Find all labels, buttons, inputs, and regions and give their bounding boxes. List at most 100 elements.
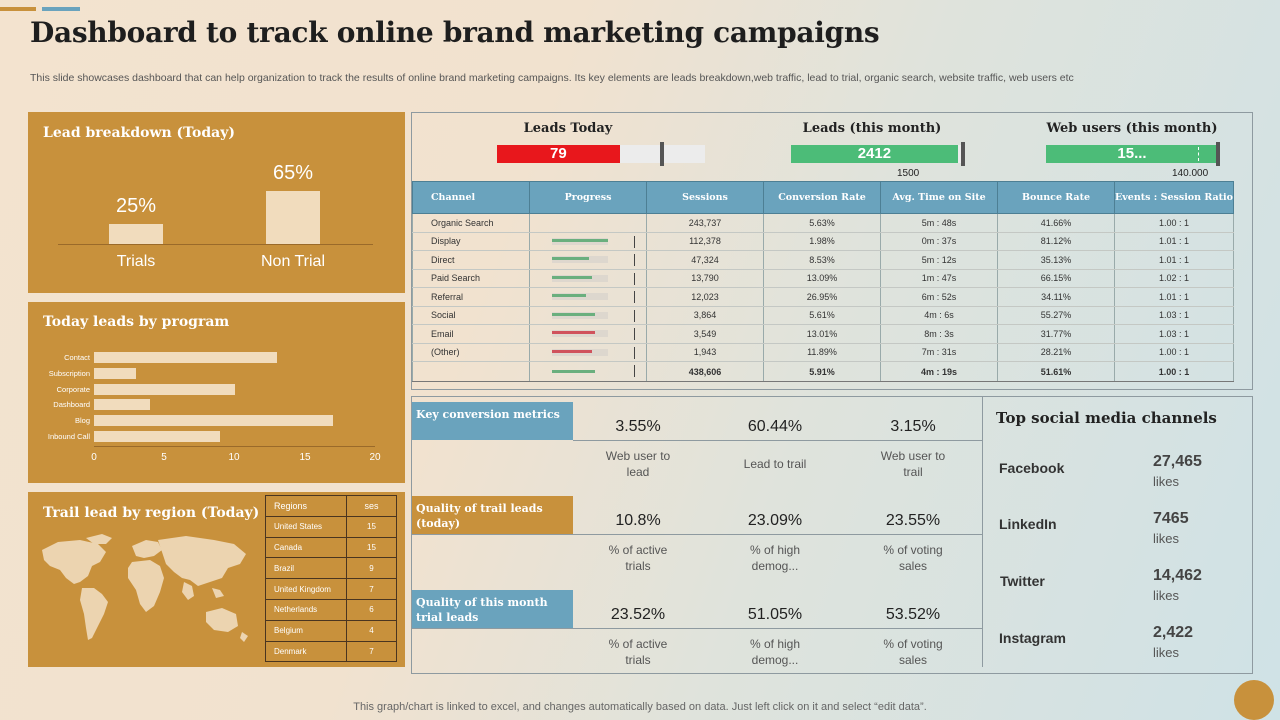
- footer-note: This graph/chart is linked to excel, and…: [353, 701, 927, 713]
- bounce-cell: 81.12%: [997, 232, 1115, 251]
- program-tick: 5: [161, 452, 167, 463]
- sessions-cell: 3,549: [646, 324, 764, 344]
- progress-bar: [552, 275, 593, 279]
- key-conversion-label: Key conversion metrics: [412, 402, 573, 440]
- region-name: Denmark: [265, 640, 347, 663]
- table-row: Brazil 9: [265, 557, 397, 580]
- non-trial-bar: [266, 191, 320, 244]
- page-title: Dashboard to track online brand marketin…: [30, 16, 880, 49]
- table-row: United Kingdom 7: [265, 578, 397, 600]
- channel-cell: Direct: [412, 250, 530, 270]
- bounce-cell: 34.11%: [997, 287, 1115, 307]
- conversion-panel: Key conversion metrics 3.55% 60.44% 3.15…: [411, 396, 1253, 674]
- col-conversion: Conversion Rate: [763, 181, 881, 214]
- leads-today-fill: 79: [497, 145, 620, 163]
- region-col-header: Regions: [265, 495, 347, 517]
- sessions-cell: 12,023: [646, 287, 764, 307]
- region-name: United Kingdom: [265, 578, 347, 600]
- leads-month-target: 1500: [897, 168, 920, 179]
- sessions-cell: 13,790: [646, 269, 764, 288]
- region-name: Belgium: [265, 619, 347, 642]
- social-unit: likes: [1153, 588, 1180, 603]
- progress-marker: [634, 235, 635, 248]
- time-cell: 4m : 6s: [880, 306, 998, 325]
- progress-bar: [552, 257, 590, 260]
- conversion-cell: 5.63%: [763, 213, 881, 233]
- progress-bar: [552, 294, 587, 297]
- trials-label: Trials: [116, 253, 156, 270]
- progress-cell: [529, 250, 647, 270]
- leads-month-marker: [961, 142, 965, 166]
- table-row: Referral 12,023 26.95% 6m : 52s 34.11% 1.01 :…: [412, 287, 1234, 307]
- table-row: Paid Search 13,790 13.09% 1m : 47s 66.15% 1.0…: [412, 269, 1234, 288]
- metric-label: % of voting sales: [883, 543, 943, 573]
- ratio-cell: 1.02 : 1: [1114, 269, 1234, 288]
- progress-cell: [529, 232, 647, 251]
- ratio-cell: 1.03 : 1: [1114, 306, 1234, 325]
- leads-month-gauge: 2412: [791, 145, 963, 163]
- table-total-row: 438,606 5.91% 4m : 19s 51.61% 1.00 : 1: [412, 361, 1234, 382]
- col-bounce: Bounce Rate: [997, 181, 1115, 214]
- region-panel: Trail lead by region (Today) Regions ses…: [28, 492, 405, 667]
- progress-bar: [552, 370, 596, 373]
- channel-cell: [412, 361, 530, 382]
- ratio-cell: 1.00 : 1: [1114, 361, 1234, 382]
- program-label: Inbound Call: [47, 432, 90, 441]
- program-bar: [94, 352, 277, 363]
- lead-breakdown-title: Lead breakdown (Today): [43, 125, 235, 141]
- region-value: 4: [346, 619, 397, 642]
- progress-marker: [634, 328, 635, 340]
- table-row: United States 15: [265, 515, 397, 538]
- social-count: 2,422: [1153, 624, 1194, 641]
- web-users-marker: [1216, 142, 1220, 166]
- metric-label: % of high demog...: [749, 543, 801, 573]
- ratio-cell: 1.01 : 1: [1114, 287, 1234, 307]
- metric-label: Web user to trail: [880, 449, 946, 479]
- conversion-cell: 13.09%: [763, 269, 881, 288]
- social-unit: likes: [1153, 531, 1180, 546]
- table-row: Social 3,864 5.61% 4m : 6s 55.27% 1.03 : 1: [412, 306, 1234, 325]
- value-col-header: ses: [346, 495, 397, 517]
- table-row: Email 3,549 13.01% 8m : 3s 31.77% 1.03 : 1: [412, 324, 1234, 344]
- progress-marker: [634, 309, 635, 322]
- col-sessions: Sessions: [646, 181, 764, 214]
- social-name: LinkedIn: [999, 516, 1057, 532]
- program-label: Subscription: [48, 368, 90, 378]
- channel-cell: Social: [412, 306, 530, 325]
- time-cell: 4m : 19s: [880, 361, 998, 382]
- sessions-cell: 438,606: [646, 361, 764, 382]
- metric-value: 53.52%: [885, 606, 941, 623]
- time-cell: 5m : 12s: [880, 250, 998, 270]
- region-value: 15: [346, 515, 397, 538]
- metric-value: 23.52%: [610, 606, 666, 623]
- accent-bar-blue: [42, 7, 80, 11]
- leads-today-marker: [660, 142, 664, 166]
- social-unit: likes: [1153, 645, 1180, 660]
- program-bar: [94, 431, 221, 442]
- ratio-cell: 1.01 : 1: [1114, 250, 1234, 270]
- program-tick: 0: [91, 452, 97, 463]
- region-table: Regions ses United States 15 Canada 15 Bra…: [265, 495, 397, 663]
- channel-cell: Display: [412, 232, 530, 251]
- col-ratio: Events : Session Ratio: [1114, 181, 1234, 214]
- metric-value: 10.8%: [615, 512, 661, 529]
- channel-cell: (Other): [412, 343, 530, 362]
- social-count: 14,462: [1153, 567, 1202, 584]
- sessions-cell: 1,943: [646, 343, 764, 362]
- table-row: Organic Search 243,737 5.63% 5m : 48s 41.66%…: [412, 213, 1234, 233]
- non-trial-label: Non Trial: [260, 253, 326, 270]
- social-count: 27,465: [1153, 453, 1202, 470]
- web-users-title: Web users (this month): [1046, 121, 1218, 136]
- bounce-cell: 41.66%: [997, 213, 1115, 233]
- region-value: 9: [346, 557, 397, 580]
- time-cell: 0m : 37s: [880, 232, 998, 251]
- metric-value: 3.55%: [615, 418, 661, 435]
- conversion-cell: 8.53%: [763, 250, 881, 270]
- conversion-cell: 5.91%: [763, 361, 881, 382]
- bounce-cell: 28.21%: [997, 343, 1115, 362]
- web-users-target: 140.000: [1172, 168, 1209, 179]
- leads-month-fill: 2412: [791, 145, 958, 163]
- program-label: Blog: [74, 416, 90, 426]
- progress-cell: [529, 287, 647, 307]
- ratio-cell: 1.00 : 1: [1114, 343, 1234, 362]
